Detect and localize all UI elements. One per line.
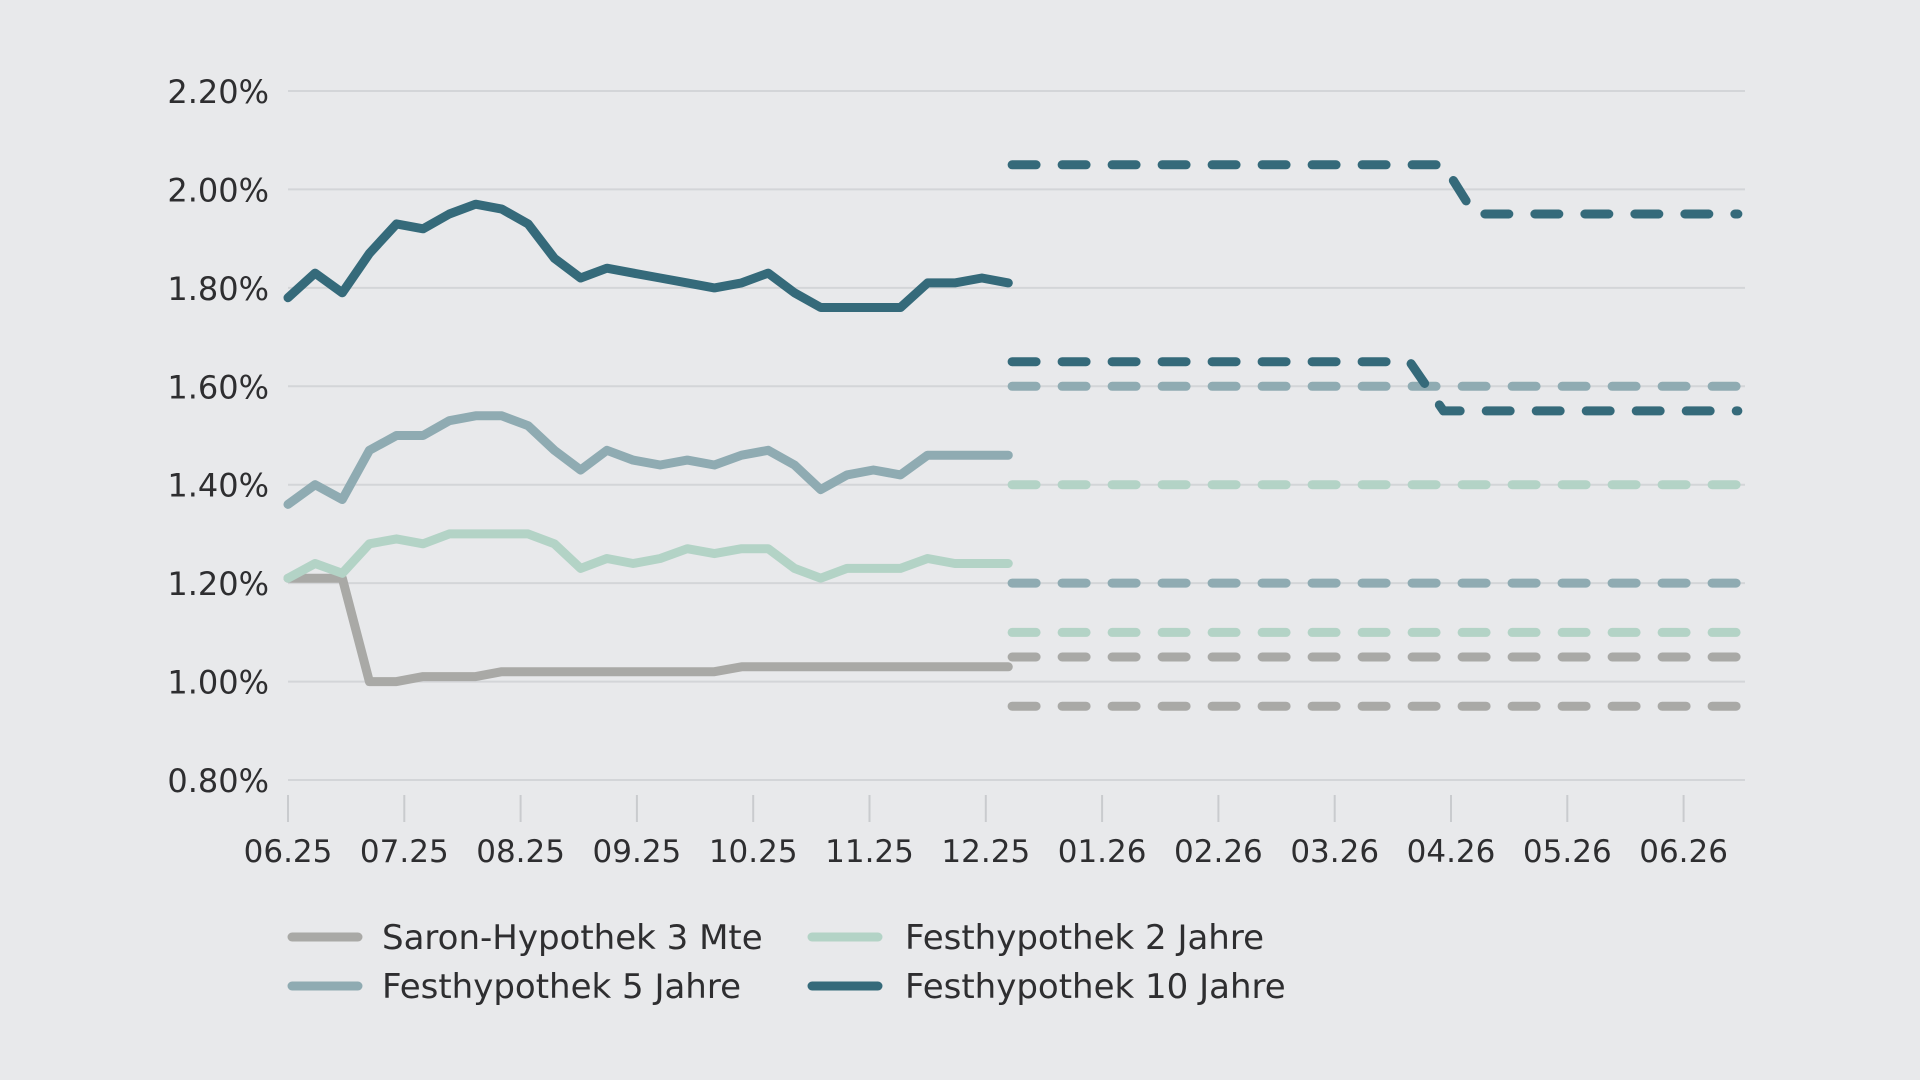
- y-tick-label: 1.80%: [167, 270, 269, 308]
- legend-label-saron: Saron-Hypothek 3 Mte: [382, 918, 763, 958]
- forecast-line-festhypothek-10-jahre-low: [1007, 357, 1743, 416]
- x-tick-label: 01.26: [1058, 834, 1147, 870]
- x-tick-label: 02.26: [1174, 834, 1263, 870]
- series-line-festhypothek-10-jahre: [283, 199, 1013, 312]
- x-tick-label: 03.26: [1290, 834, 1379, 870]
- y-axis: 0.80% 1.00% 1.20% 1.40% 1.60% 1.80% 2.00% 2.20%: [167, 73, 269, 800]
- y-tick-label: 2.00%: [167, 171, 269, 209]
- legend: Saron-Hypothek 3 Mte Festhypothek 2 Jahr…: [287, 918, 1286, 1007]
- gridlines: [288, 90, 1745, 781]
- x-tick-label: 09.25: [593, 834, 682, 870]
- x-tick-label: 07.25: [360, 834, 449, 870]
- x-axis: 06.25 07.25 08.25 09.25 10.25 11.25 12.25 01.26…: [244, 795, 1728, 870]
- series-lines: [283, 160, 1743, 711]
- x-tick-label: 05.26: [1523, 834, 1612, 870]
- x-tick-label: 08.25: [476, 834, 565, 870]
- y-tick-label: 1.40%: [167, 467, 269, 505]
- x-tick-label: 11.25: [825, 834, 914, 870]
- legend-label-10y: Festhypothek 10 Jahre: [905, 967, 1286, 1007]
- y-tick-label: 1.00%: [167, 664, 269, 702]
- y-tick-label: 2.20%: [167, 73, 269, 111]
- x-tick-label: 06.25: [244, 834, 333, 870]
- legend-label-5y: Festhypothek 5 Jahre: [382, 967, 741, 1007]
- x-tick-label: 06.26: [1639, 834, 1728, 870]
- series-line-festhypothek-5-jahre: [283, 411, 1013, 509]
- y-tick-label: 1.60%: [167, 368, 269, 406]
- y-tick-label: 1.20%: [167, 565, 269, 603]
- series-line-saron-hypothek-3-mte: [283, 573, 1013, 687]
- x-tick-label: 04.26: [1407, 834, 1496, 870]
- y-tick-label: 0.80%: [167, 762, 269, 800]
- forecast-line-festhypothek-10-jahre-high: [1007, 160, 1743, 219]
- series-line-festhypothek-2-jahre: [283, 529, 1013, 583]
- x-tick-label: 10.25: [709, 834, 798, 870]
- legend-label-2y: Festhypothek 2 Jahre: [905, 918, 1264, 958]
- x-tick-label: 12.25: [941, 834, 1030, 870]
